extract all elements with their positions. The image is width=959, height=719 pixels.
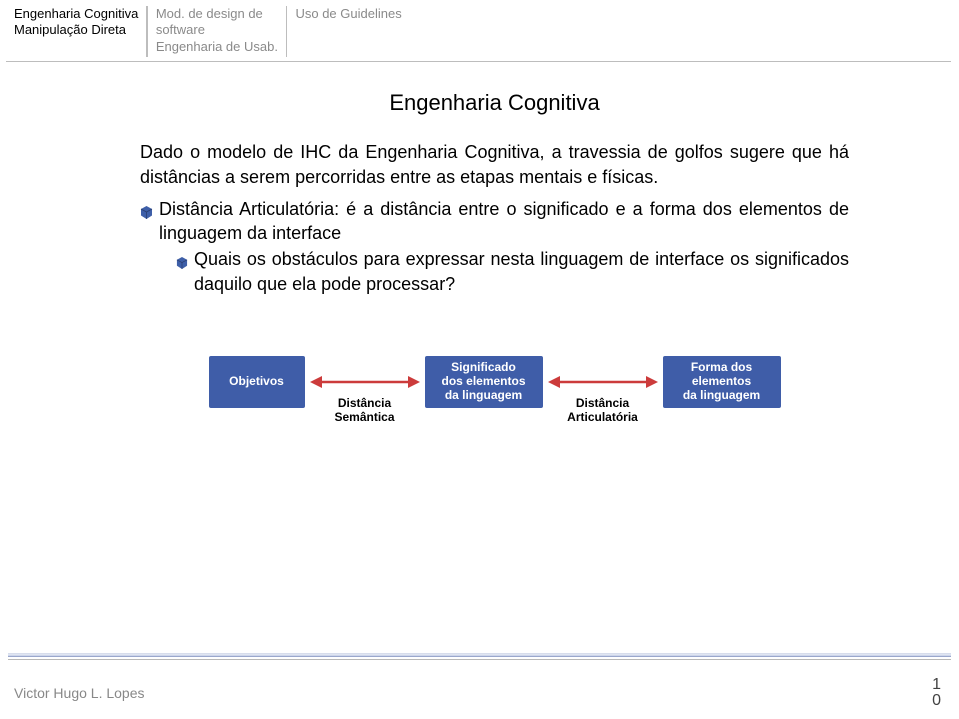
diagram-arrow-semantica: Distância Semântica: [305, 356, 425, 425]
sub-bullet-text: Quais os obstáculos para expressar nesta…: [194, 247, 849, 296]
diagram-box-label: dos elementos: [435, 375, 533, 389]
diagram-arrow-articulatoria: Distância Articulatória: [543, 356, 663, 425]
diagram-box-label: Forma dos: [673, 361, 771, 375]
tab-sublabel: Manipulação Direta: [14, 22, 138, 38]
distance-diagram: Objetivos Distância Semântica Significad…: [140, 356, 849, 425]
diagram-box-label: Significado: [435, 361, 533, 375]
diagram-box-label: Objetivos: [219, 375, 295, 389]
cube-bullet-icon: [176, 251, 188, 275]
diagram-box-forma: Forma dos elementos da linguagem: [663, 356, 781, 408]
tab-label: Engenharia Cognitiva: [14, 6, 138, 22]
diagram-box-objetivos: Objetivos: [209, 356, 305, 408]
page-number: 1 0: [932, 677, 941, 709]
cube-bullet-icon: [140, 201, 153, 225]
tab-label: Mod. de design de: [156, 6, 278, 22]
diagram-arrow-label-line: Distância: [338, 396, 391, 410]
tab-label: Uso de Guidelines: [295, 6, 401, 22]
double-arrow-icon: [548, 374, 658, 390]
double-arrow-icon: [310, 374, 420, 390]
diagram-arrow-label: Distância Semântica: [334, 396, 394, 425]
bullet-item: Distância Articulatória: é a distância e…: [140, 197, 849, 246]
slide-content: Engenharia Cognitiva Dado o modelo de IH…: [0, 62, 959, 425]
page-number-top: 1: [932, 677, 941, 693]
tab-engenharia-cognitiva[interactable]: Engenharia Cognitiva Manipulação Direta: [6, 4, 146, 43]
diagram-arrow-label-line: Semântica: [334, 410, 394, 424]
slide-paragraph: Dado o modelo de IHC da Engenharia Cogni…: [140, 140, 849, 189]
tab-sublabel: software: [156, 22, 278, 38]
tab-sublabel-2: Engenharia de Usab.: [156, 39, 278, 55]
slide-title: Engenharia Cognitiva: [140, 90, 849, 116]
tab-guidelines[interactable]: Uso de Guidelines: [287, 4, 409, 26]
diagram-box-significado: Significado dos elementos da linguagem: [425, 356, 543, 408]
sub-bullet-item: Quais os obstáculos para expressar nesta…: [140, 247, 849, 296]
diagram-box-label: elementos: [673, 375, 771, 389]
diagram-box-label: da linguagem: [673, 389, 771, 403]
bullet-text: Distância Articulatória: é a distância e…: [159, 197, 849, 246]
page-number-bottom: 0: [932, 693, 941, 709]
footer-author: Victor Hugo L. Lopes: [14, 685, 145, 701]
diagram-box-label: da linguagem: [435, 389, 533, 403]
tab-design-software[interactable]: Mod. de design de software Engenharia de…: [148, 4, 286, 59]
diagram-arrow-label: Distância Articulatória: [567, 396, 638, 425]
diagram-arrow-label-line: Distância: [576, 396, 629, 410]
diagram-arrow-label-line: Articulatória: [567, 410, 638, 424]
tab-bar: Engenharia Cognitiva Manipulação Direta …: [0, 0, 959, 59]
footer-divider: [8, 653, 951, 661]
